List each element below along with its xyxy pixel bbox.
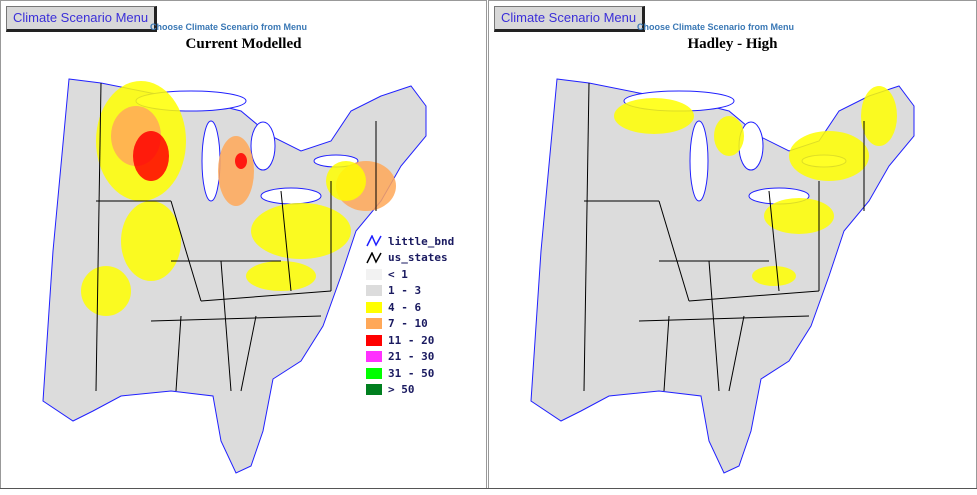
state-boundary	[95, 82, 102, 392]
map-hadley-high	[530, 78, 915, 474]
map-legend: little_bnd us_states < 1 1 - 3 4 - 6 7 - 10…	[366, 233, 454, 398]
value-region	[614, 98, 694, 134]
legend-class: 21 - 30	[366, 349, 454, 366]
state-boundary	[663, 315, 670, 392]
legend-swatch	[366, 351, 382, 363]
legend-class: < 1	[366, 266, 454, 283]
state-boundary	[583, 82, 590, 392]
value-region	[251, 203, 351, 259]
legend-label: < 1	[388, 267, 408, 281]
value-region	[235, 153, 247, 169]
legend-label: 7 - 10	[388, 317, 428, 331]
legend-class: 4 - 6	[366, 299, 454, 316]
legend-class: 11 - 20	[366, 332, 454, 349]
divider	[0, 488, 977, 489]
value-region	[861, 86, 897, 146]
state-boundary	[150, 315, 322, 322]
state-boundary	[220, 260, 232, 392]
legend-little-bnd: little_bnd	[366, 233, 454, 250]
value-region	[714, 116, 744, 156]
legend-us-states: us_states	[366, 250, 454, 267]
lake-michigan	[201, 120, 221, 202]
state-boundary	[638, 315, 810, 322]
legend-class: > 50	[366, 382, 454, 399]
choose-scenario-link[interactable]: Choose Climate Scenario from Menu	[150, 22, 308, 32]
legend-label: > 50	[388, 383, 415, 397]
map-panel-hadley-high: Climate Scenario Menu Choose Climate Sce…	[488, 0, 977, 489]
climate-scenario-menu-button[interactable]: Climate Scenario Menu	[494, 6, 646, 32]
value-region	[789, 131, 869, 181]
legend-label: 31 - 50	[388, 366, 435, 380]
legend-swatch	[366, 384, 382, 396]
climate-scenario-menu-button[interactable]: Climate Scenario Menu	[6, 6, 158, 32]
legend-label: little_bnd	[388, 234, 455, 248]
state-boundary	[728, 315, 745, 392]
value-region	[752, 266, 796, 286]
lake-huron	[250, 121, 276, 171]
value-region	[81, 266, 131, 316]
map-title: Current Modelled	[185, 36, 302, 52]
state-boundary	[280, 190, 292, 292]
legend-swatch	[366, 268, 382, 280]
legend-class: 31 - 50	[366, 365, 454, 382]
legend-swatch	[366, 285, 382, 297]
lake-michigan	[689, 120, 709, 202]
state-boundary	[175, 315, 182, 392]
value-region	[121, 201, 181, 281]
state-boundary	[658, 200, 690, 302]
lake-erie	[260, 187, 322, 205]
value-region	[218, 136, 254, 206]
value-region	[246, 261, 316, 291]
state-boundary	[240, 315, 257, 392]
state-boundary	[708, 260, 720, 392]
legend-swatch	[366, 301, 382, 313]
choose-scenario-link[interactable]: Choose Climate Scenario from Menu	[637, 22, 795, 32]
legend-class: 1 - 3	[366, 283, 454, 300]
value-region	[133, 131, 169, 181]
state-boundary	[200, 290, 332, 302]
legend-swatch	[366, 367, 382, 379]
legend-label: 4 - 6	[388, 300, 422, 314]
legend-label: 1 - 3	[388, 284, 422, 298]
value-region	[326, 161, 366, 201]
legend-label: 11 - 20	[388, 333, 435, 347]
legend-label: 21 - 30	[388, 350, 435, 364]
map-current	[42, 78, 427, 474]
legend-swatch	[366, 318, 382, 330]
state-boundary	[768, 190, 780, 292]
legend-swatch	[366, 334, 382, 346]
state-boundary	[170, 200, 202, 302]
value-region	[764, 198, 834, 234]
legend-class: 7 - 10	[366, 316, 454, 333]
legend-label: us_states	[388, 251, 448, 265]
state-boundary	[688, 290, 820, 302]
map-panel-current: Climate Scenario Menu Choose Climate Sce…	[0, 0, 487, 489]
map-title: Hadley - High	[687, 36, 778, 52]
